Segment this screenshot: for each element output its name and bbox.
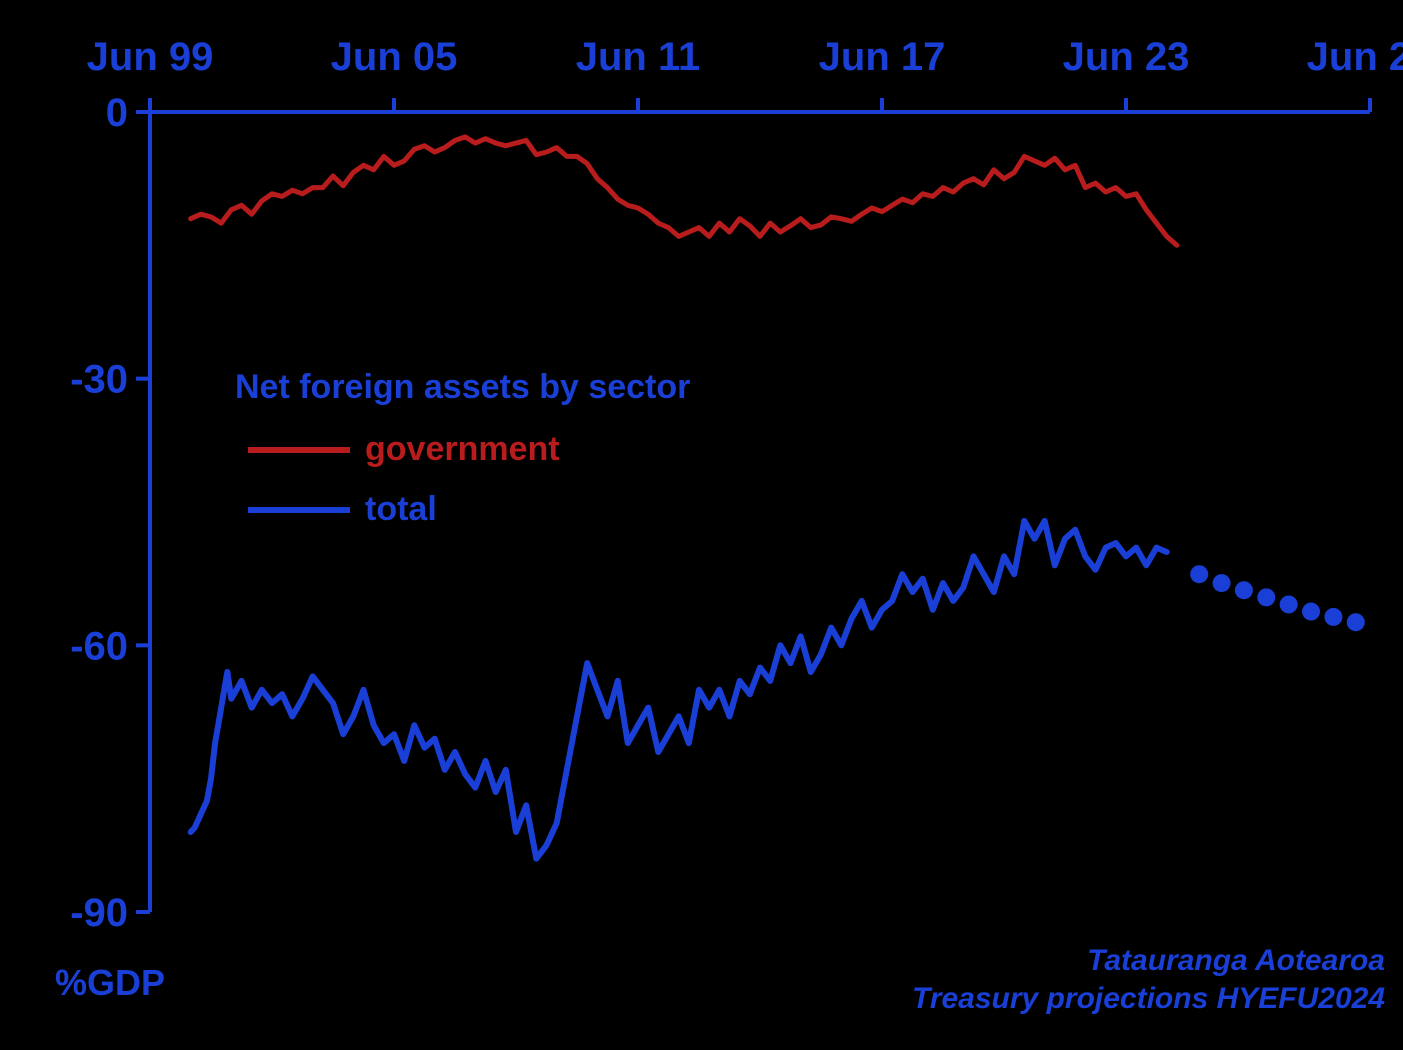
chart-container: Jun 99 Jun 05 Jun 11 Jun 17 Jun 23 Jun 29 0 -30… <box>0 0 1403 1050</box>
y-tick-label: -30 <box>70 358 128 402</box>
projection-dot <box>1235 581 1253 599</box>
y-tick-label: -60 <box>70 624 128 668</box>
chart-background <box>0 0 1403 1050</box>
x-tick-label: Jun 05 <box>331 35 458 79</box>
x-tick-label: Jun 23 <box>1063 35 1190 79</box>
legend-label-government: government <box>365 430 560 468</box>
x-tick-label: Jun 17 <box>819 35 946 79</box>
projection-dot <box>1190 565 1208 583</box>
legend-label-total: total <box>365 490 437 528</box>
projection-dot <box>1213 574 1231 592</box>
y-tick-label: 0 <box>106 91 128 135</box>
legend-title: Net foreign assets by sector <box>235 368 690 406</box>
projection-dot <box>1257 588 1275 606</box>
y-axis-unit-label: %GDP <box>55 962 165 1003</box>
projection-dot <box>1347 613 1365 631</box>
y-tick-label: -90 <box>70 891 128 935</box>
projection-dot <box>1324 608 1342 626</box>
projection-dot <box>1302 603 1320 621</box>
line-chart: Jun 99 Jun 05 Jun 11 Jun 17 Jun 23 Jun 29 0 -30… <box>0 0 1403 1050</box>
projection-dot <box>1280 595 1298 613</box>
x-tick-label: Jun 11 <box>576 35 701 79</box>
source-label: Treasury projections HYEFU2024 <box>912 982 1385 1015</box>
x-tick-label: Jun 29 <box>1307 35 1403 79</box>
x-tick-label: Jun 99 <box>87 35 214 79</box>
source-label: Tatauranga Aotearoa <box>1087 944 1385 977</box>
